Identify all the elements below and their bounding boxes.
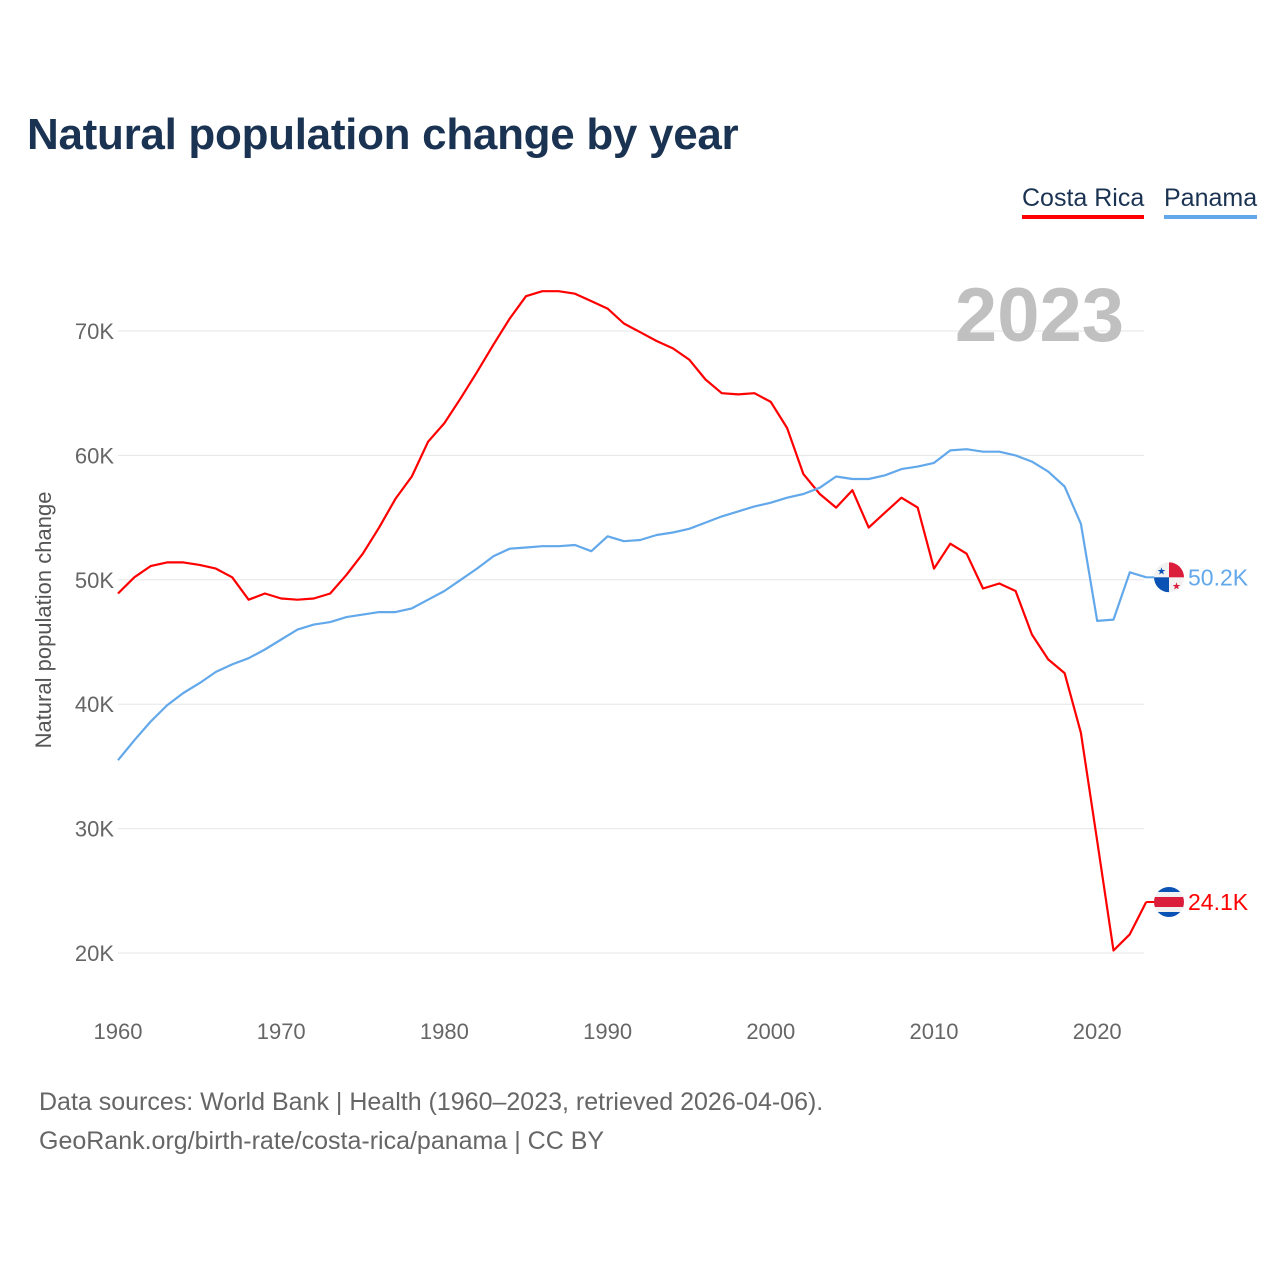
flag-stripe (1154, 906, 1184, 912)
legend-costa-rica[interactable]: Costa Rica (1022, 184, 1145, 219)
chart-title: Natural population change by year (27, 110, 739, 159)
flag-stripe (1154, 886, 1184, 892)
footer-sources: Data sources: World Bank | Health (1960–… (39, 1088, 824, 1116)
flag-stripe (1154, 896, 1184, 907)
series-line-costa-rica (117, 290, 1148, 952)
y-tick-label: 60K (75, 443, 114, 468)
x-tick-label: 1960 (94, 1019, 143, 1044)
year-watermark: 2023 (955, 273, 1124, 358)
flag-red-quarter (1169, 562, 1184, 578)
costa-rica-flag-icon (1154, 886, 1184, 917)
y-tick-label: 20K (75, 941, 114, 966)
flag-stripe (1154, 911, 1184, 917)
x-tick-label: 2020 (1073, 1019, 1122, 1044)
flag-blue-quarter (1154, 577, 1169, 593)
end-value-label-costa-rica: 24.1K (1188, 889, 1249, 915)
series-line-panama (117, 448, 1147, 761)
x-tick-label: 1970 (257, 1019, 306, 1044)
y-tick-label: 30K (75, 817, 114, 842)
footer-attribution: GeoRank.org/birth-rate/costa-rica/panama… (39, 1127, 605, 1155)
flag-body (1154, 886, 1184, 917)
x-tick-label: 2000 (746, 1019, 795, 1044)
y-tick-label: 70K (75, 319, 114, 344)
y-tick-label: 50K (75, 568, 114, 593)
end-value-label-panama: 50.2K (1188, 564, 1249, 590)
x-tick-label: 1990 (583, 1019, 632, 1044)
y-tick-label: 40K (75, 692, 114, 717)
flag-stripe (1154, 891, 1184, 897)
legend-panama[interactable]: Panama (1164, 184, 1258, 219)
flag-blue-star: ★ (1157, 566, 1166, 577)
x-tick-label: 2010 (910, 1019, 959, 1044)
panama-flag-icon: ★★ (1154, 562, 1184, 593)
flag-red-star: ★ (1172, 581, 1181, 592)
x-tick-label: 1980 (420, 1019, 469, 1044)
flag-body: ★★ (1154, 562, 1184, 593)
